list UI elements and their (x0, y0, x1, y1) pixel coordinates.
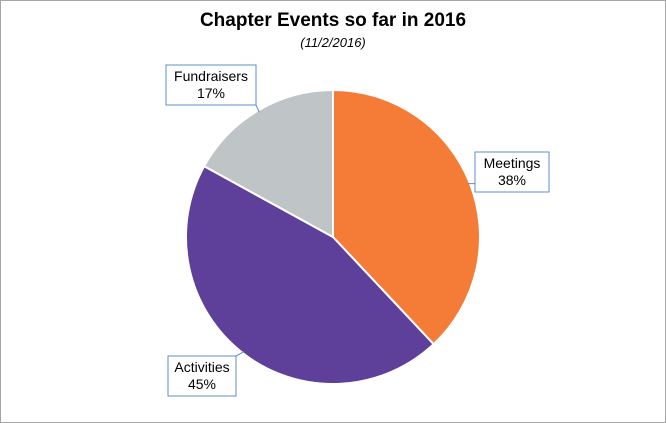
slice-value-fundraisers: 17% (197, 85, 225, 101)
chart-title: Chapter Events so far in 2016 (199, 10, 467, 31)
pie-slice-meetings (332, 88, 482, 346)
chart-subtitle: (11/2/2016) (300, 35, 366, 50)
slice-label-activities: Activities (174, 359, 229, 375)
callout-box-meetings (474, 151, 550, 193)
callout-leader-fundraisers (255, 104, 260, 113)
slice-value-activities: 45% (188, 376, 216, 392)
callout-box-fundraisers (165, 64, 257, 106)
pie-slice-activities (185, 164, 436, 386)
slice-label-fundraisers: Fundraisers (174, 68, 248, 84)
slice-value-meetings: 38% (498, 172, 526, 188)
callout-leader-activities (235, 351, 245, 357)
slice-label-meetings: Meetings (484, 155, 541, 171)
callout-box-activities (167, 355, 237, 397)
